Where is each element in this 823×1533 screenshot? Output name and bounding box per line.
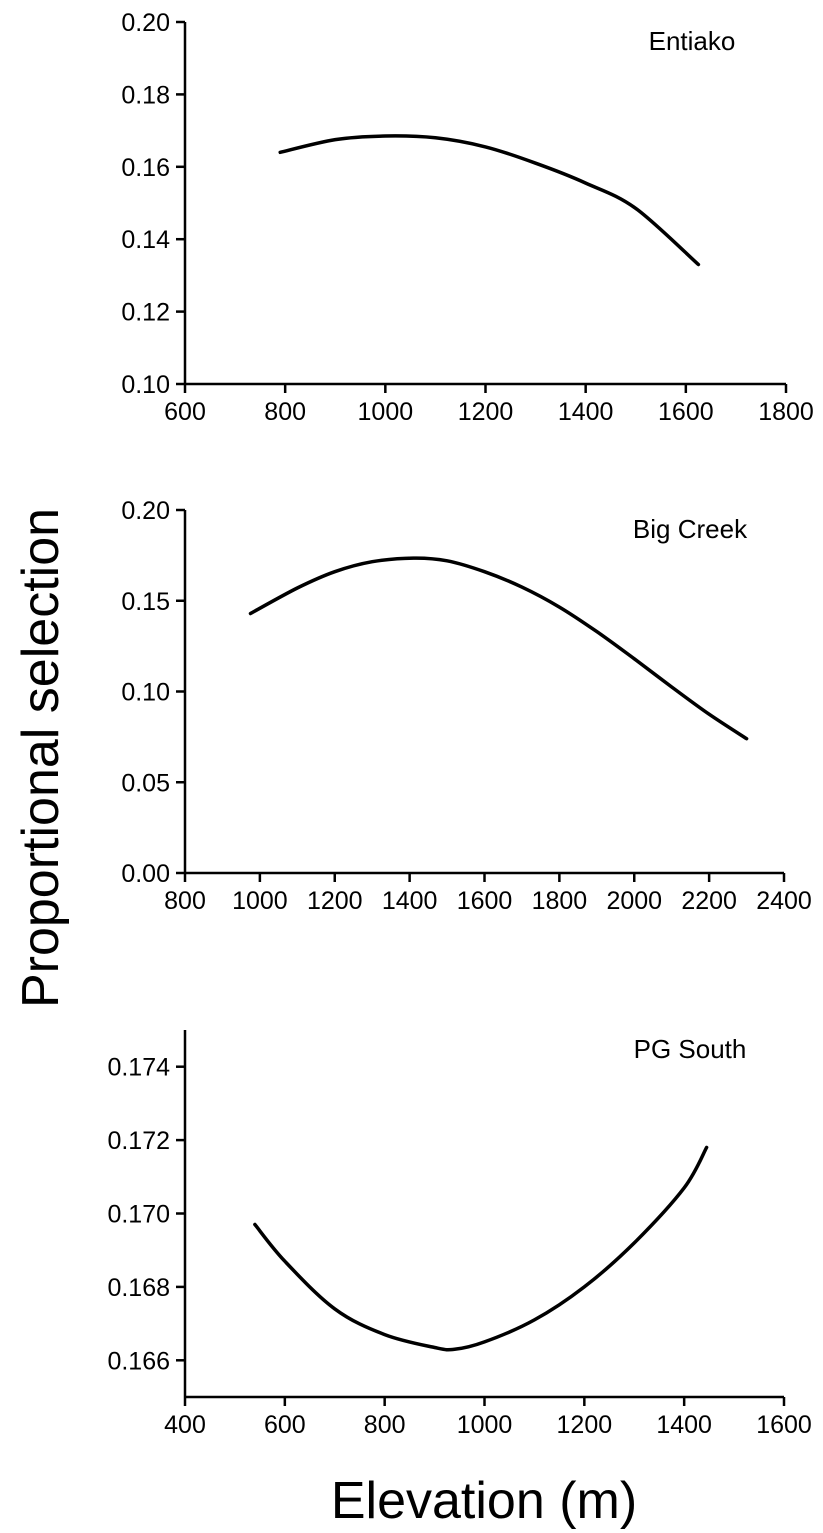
x-tick-label: 1000: [457, 1411, 513, 1439]
y-tick-label: 0.172: [107, 1127, 170, 1155]
x-tick-label: 400: [164, 1411, 206, 1439]
y-tick-label: 0.166: [107, 1347, 170, 1375]
series-line-entiako: [278, 134, 701, 267]
y-tick-label: 0.12: [121, 299, 170, 327]
x-tick-label: 1600: [457, 887, 513, 915]
y-tick-label: 0.00: [121, 860, 170, 888]
y-tick-label: 0.10: [121, 371, 170, 399]
x-tick-label: 800: [164, 887, 206, 915]
x-tick-label: 1400: [656, 1411, 712, 1439]
x-tick-label: 1800: [758, 398, 814, 426]
y-tick-label: 0.15: [121, 588, 170, 616]
x-tick-label: 1400: [382, 887, 438, 915]
series-line-pg-south: [253, 1145, 709, 1352]
panel-big-creek: 0.00 0.05 0.10 0.15 0.20 800 1000 1200 1400 1600 1…: [121, 497, 811, 915]
y-tick-label: 0.05: [121, 769, 170, 797]
x-tick-label: 1000: [232, 887, 288, 915]
x-tick-label: 2400: [756, 887, 812, 915]
x-tick-label: 600: [164, 398, 206, 426]
x-tick-label: 1400: [558, 398, 614, 426]
panel-entiako: 0.10 0.12 0.14 0.16 0.18 0.20 600 800 1000 1200 14…: [121, 9, 813, 426]
x-tick-label: 600: [264, 1411, 306, 1439]
x-axis-title: Elevation (m): [331, 1472, 637, 1530]
x-tick-label: 800: [364, 1411, 406, 1439]
x-tick-label: 2000: [606, 887, 662, 915]
y-tick-label: 0.10: [121, 679, 170, 707]
panel-title-pg-south: PG South: [634, 1034, 747, 1064]
x-tick-label: 1200: [557, 1411, 613, 1439]
y-tick-label: 0.20: [121, 497, 170, 525]
series-line-big-creek: [248, 556, 749, 741]
x-tick-label: 1600: [658, 398, 714, 426]
x-tick-label: 1200: [458, 398, 514, 426]
x-tick-label: 1800: [532, 887, 588, 915]
panel-pg-south: 0.166 0.168 0.170 0.172 0.174 400 600 800 1000 12…: [107, 1030, 812, 1439]
x-tick-label: 1600: [756, 1411, 812, 1439]
y-tick-label: 0.18: [121, 81, 170, 109]
y-tick-label: 0.168: [107, 1274, 170, 1302]
panel-title-big-creek: Big Creek: [633, 514, 748, 544]
y-tick-label: 0.14: [121, 226, 170, 254]
y-tick-label: 0.170: [107, 1201, 170, 1229]
y-tick-label: 0.174: [107, 1054, 170, 1082]
y-tick-label: 0.20: [121, 9, 170, 37]
chart-panels: 0.10 0.12 0.14 0.16 0.18 0.20 600 800 1000 1200 14…: [107, 9, 813, 1439]
x-tick-label: 1000: [358, 398, 414, 426]
panel-title-entiako: Entiako: [649, 26, 736, 56]
x-tick-label: 800: [264, 398, 306, 426]
y-axis-title: Proportional selection: [12, 508, 70, 1008]
y-tick-label: 0.16: [121, 154, 170, 182]
x-tick-label: 1200: [307, 887, 363, 915]
x-tick-label: 2200: [681, 887, 737, 915]
